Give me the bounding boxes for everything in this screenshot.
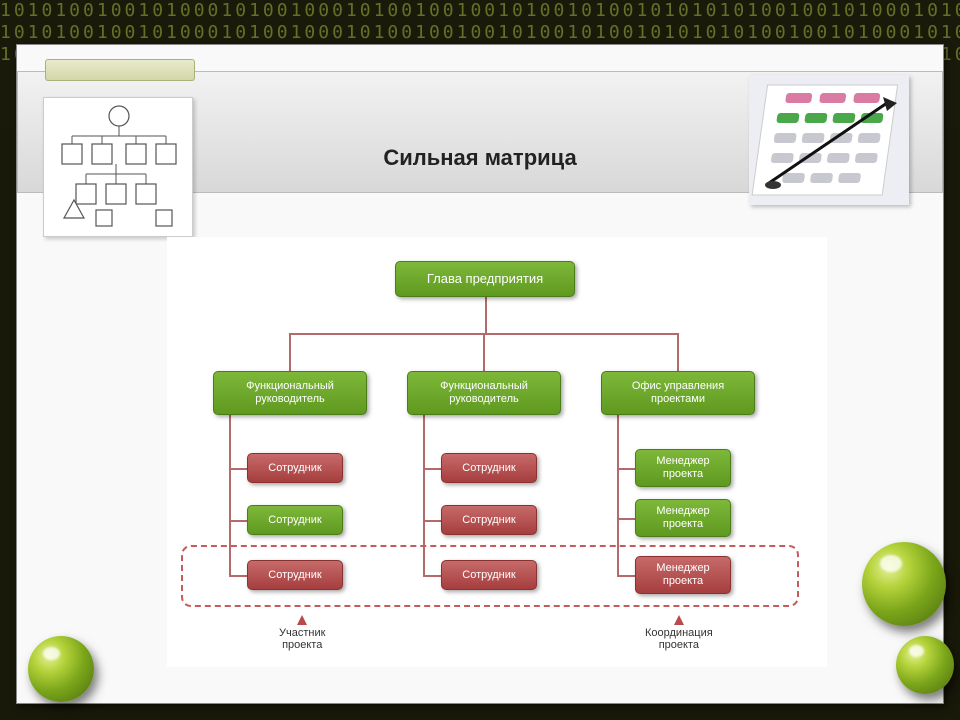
node-e33: Менеджерпроекта — [635, 556, 731, 594]
decorative-sphere — [28, 636, 94, 702]
callout-0: Участникпроекта — [279, 615, 325, 651]
decorative-sphere — [862, 542, 946, 626]
node-mgr3: Офис управленияпроектами — [601, 371, 755, 415]
header-tab — [45, 59, 195, 81]
connector-h — [617, 468, 635, 470]
connector-h — [423, 520, 441, 522]
node-mgr2: Функциональныйруководитель — [407, 371, 561, 415]
connector-h — [423, 468, 441, 470]
org-chart-thumbnail — [43, 97, 193, 237]
node-mgr1: Функциональныйруководитель — [213, 371, 367, 415]
node-e31: Менеджерпроекта — [635, 449, 731, 487]
org-diagram: Глава предприятия Функциональныйруководит… — [167, 237, 827, 667]
connector-v — [485, 297, 487, 333]
slide-panel: Сильная матрица — [16, 44, 944, 704]
node-e22: Сотрудник — [441, 505, 537, 535]
connector-v — [289, 333, 291, 371]
connector-h — [229, 520, 247, 522]
connector-v — [483, 333, 485, 371]
connector-h — [229, 468, 247, 470]
node-e13: Сотрудник — [247, 560, 343, 590]
node-e23: Сотрудник — [441, 560, 537, 590]
node-e32: Менеджерпроекта — [635, 499, 731, 537]
decorative-sphere — [896, 636, 954, 694]
node-e11: Сотрудник — [247, 453, 343, 483]
node-head: Глава предприятия — [395, 261, 575, 297]
node-e21: Сотрудник — [441, 453, 537, 483]
connector-v — [677, 333, 679, 371]
node-e12: Сотрудник — [247, 505, 343, 535]
flowchart-photo-thumbnail — [749, 75, 909, 205]
connector-h — [617, 518, 635, 520]
callout-1: Координацияпроекта — [645, 615, 713, 651]
